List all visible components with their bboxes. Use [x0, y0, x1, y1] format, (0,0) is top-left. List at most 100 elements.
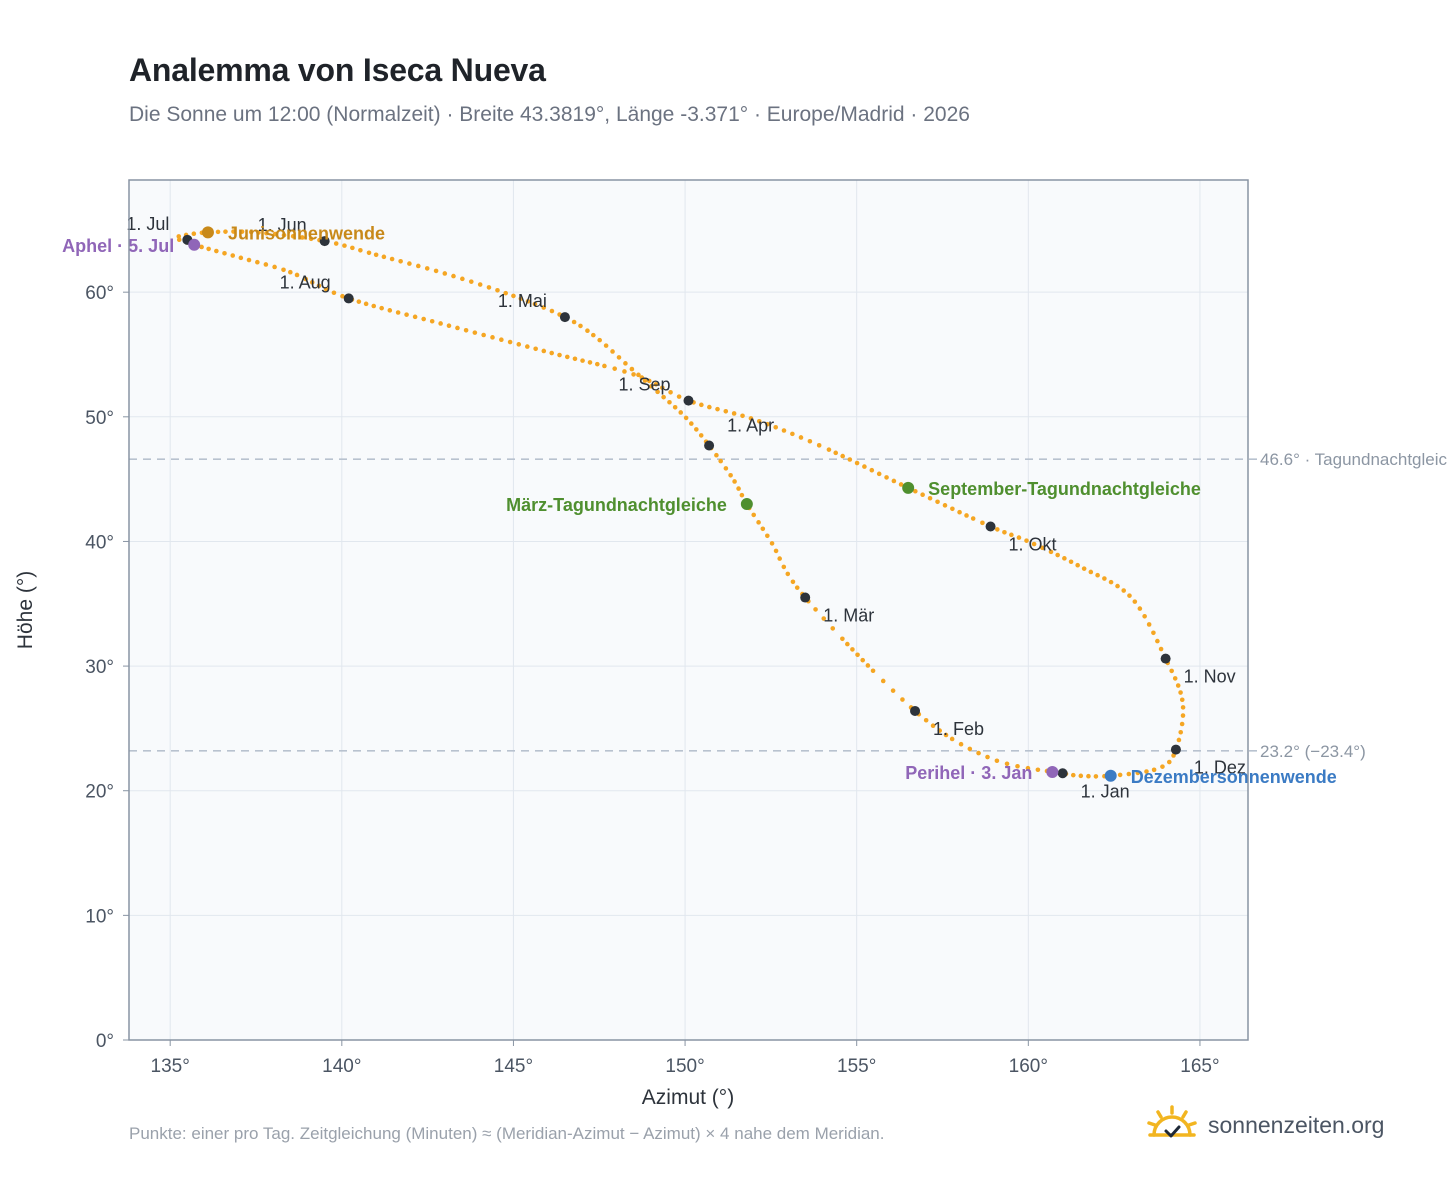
day-dot — [585, 328, 590, 334]
month-marker-dot — [800, 592, 811, 603]
month-marker-dot — [1170, 744, 1181, 755]
day-dot — [263, 262, 269, 267]
day-dot — [1070, 772, 1076, 778]
day-dot — [1180, 713, 1186, 718]
day-dot — [371, 303, 377, 309]
day-dot — [309, 280, 315, 285]
day-dot — [387, 308, 393, 313]
plot-area — [129, 180, 1248, 1040]
day-dot — [477, 282, 483, 287]
month-marker-dot — [910, 705, 921, 716]
day-dot — [689, 421, 694, 426]
day-dot — [781, 564, 787, 570]
day-dot — [1062, 556, 1067, 561]
day-dot — [1024, 538, 1029, 543]
day-dot — [460, 276, 465, 282]
day-dot — [728, 473, 733, 478]
month-marker-dot — [1057, 768, 1068, 779]
day-dot — [389, 256, 395, 262]
day-dot — [578, 323, 583, 329]
day-dot — [290, 233, 296, 239]
day-dot — [616, 355, 622, 360]
day-dot — [1166, 759, 1172, 765]
day-dot — [1040, 545, 1045, 551]
day-dot — [731, 411, 737, 416]
day-dot — [769, 541, 775, 546]
day-dot — [1137, 606, 1143, 611]
month-marker-dot — [343, 293, 354, 304]
day-dot — [511, 293, 516, 299]
day-dot — [316, 283, 322, 289]
day-dot — [438, 321, 443, 326]
day-dot — [230, 253, 236, 258]
day-dot — [288, 269, 293, 275]
day-dot — [1055, 552, 1060, 558]
y-axis-ticks: 0° 10° 20° 30° 40° 50° 60° — [85, 283, 129, 1052]
day-dot — [472, 330, 478, 335]
day-dot — [331, 290, 337, 296]
day-dot — [891, 478, 897, 484]
day-dot — [884, 475, 889, 480]
day-dot — [869, 467, 875, 473]
day-dot — [777, 556, 782, 561]
month-marker-dot — [319, 236, 330, 247]
day-dot — [525, 344, 530, 349]
day-dot — [678, 410, 684, 415]
day-dot — [1048, 549, 1054, 555]
y-tick-label: 60° — [85, 283, 114, 304]
day-dot — [765, 421, 770, 427]
day-dot — [833, 450, 839, 456]
day-dot — [256, 230, 261, 235]
day-dot — [1127, 593, 1132, 598]
day-dot — [490, 335, 495, 340]
day-dot — [191, 231, 197, 237]
day-dot — [507, 339, 513, 345]
day-dot — [281, 232, 287, 238]
day-dot — [1178, 690, 1183, 695]
day-dot — [840, 636, 845, 642]
y-tick-label: 50° — [85, 408, 114, 429]
day-dot — [532, 301, 538, 307]
day-dot — [299, 235, 305, 240]
day-dot — [1031, 541, 1037, 547]
day-dot — [442, 271, 448, 276]
reference-lines: 46.6° · Tagundnachtgleiche 23.2° (−23.4°) — [129, 450, 1448, 761]
month-marker-label: 1. Sep — [618, 375, 670, 395]
day-dot — [646, 378, 652, 384]
day-dot — [995, 527, 1000, 532]
brand-logo[interactable]: sonnenzeiten.org — [1146, 1100, 1384, 1150]
day-dot — [847, 457, 853, 462]
day-dot — [222, 250, 227, 256]
month-marker-label: 1. Dez — [1194, 758, 1246, 778]
day-dot — [935, 499, 940, 505]
day-dot — [794, 585, 800, 590]
month-marker-label: 1. Okt — [1009, 534, 1057, 554]
day-dot — [340, 293, 345, 299]
day-dot — [1146, 622, 1152, 627]
day-dot — [231, 229, 236, 234]
month-marker-label: 1. Jul — [126, 214, 169, 234]
footnote: Punkte: einer pro Tag. Zeitgleichung (Mi… — [129, 1124, 885, 1143]
month-markers: 1. Jan 1. Feb 1. Mär 1. Apr 1. Mai 1. Jun 1. J… — [126, 214, 1246, 801]
day-dot — [516, 342, 522, 347]
day-dot — [342, 243, 347, 248]
day-dot — [927, 495, 933, 501]
day-dot — [272, 264, 277, 270]
day-dot — [923, 717, 929, 723]
day-dot — [942, 503, 948, 508]
day-dot — [356, 299, 362, 304]
day-dot — [623, 361, 628, 366]
day-dot — [826, 447, 832, 452]
y-tick-label: 10° — [85, 906, 114, 927]
x-axis-ticks: 135° 140° 145° 150° 155° 160° 165° — [151, 1040, 1220, 1077]
y-axis-label: Höhe (°) — [14, 571, 37, 649]
day-dot — [1179, 697, 1185, 703]
day-dot — [964, 513, 969, 518]
day-dot — [1075, 562, 1080, 568]
plot-frame — [128, 179, 1249, 1041]
day-dot — [900, 697, 905, 702]
day-dot — [358, 247, 363, 253]
day-dot — [740, 413, 745, 419]
day-dot — [571, 319, 577, 325]
day-dot — [421, 316, 426, 322]
